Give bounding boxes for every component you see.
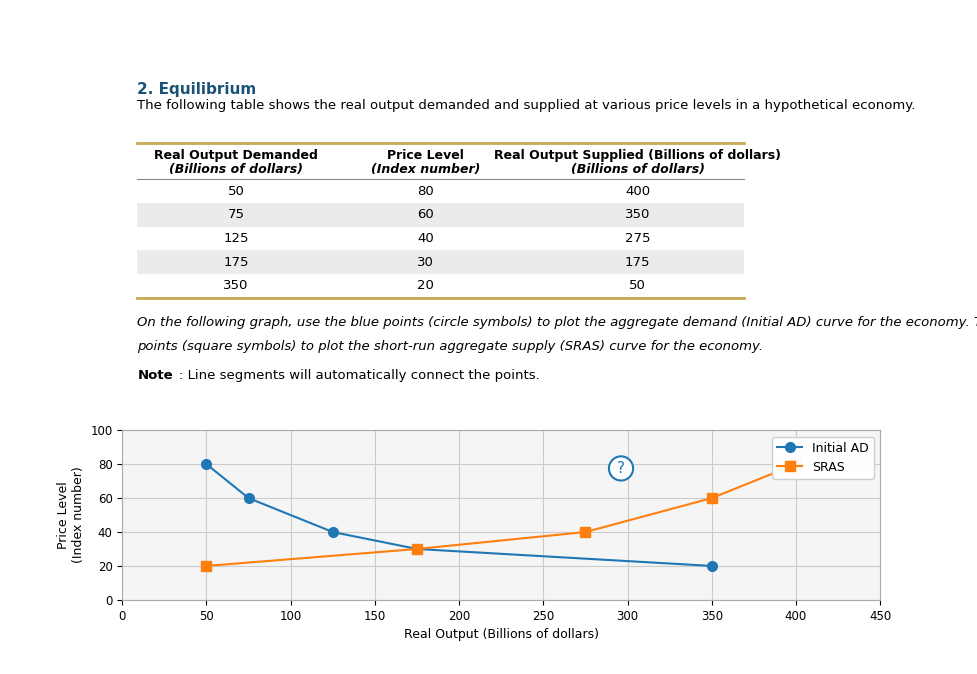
Text: 275: 275 — [624, 232, 650, 245]
Text: 2. Equilibrium: 2. Equilibrium — [137, 82, 256, 97]
Text: 50: 50 — [228, 185, 244, 197]
X-axis label: Real Output (Billions of dollars): Real Output (Billions of dollars) — [404, 628, 598, 641]
Text: 50: 50 — [628, 280, 646, 293]
Text: 60: 60 — [416, 208, 434, 222]
Text: Real Output Demanded: Real Output Demanded — [153, 149, 318, 162]
Text: ?: ? — [616, 461, 624, 476]
Text: (Billions of dollars): (Billions of dollars) — [169, 163, 303, 176]
Text: The following table shows the real output demanded and supplied at various price: The following table shows the real outpu… — [137, 99, 914, 113]
Text: 20: 20 — [416, 280, 434, 293]
Text: 80: 80 — [416, 185, 434, 197]
Text: (Billions of dollars): (Billions of dollars) — [570, 163, 704, 176]
Text: 75: 75 — [228, 208, 244, 222]
Text: 350: 350 — [624, 208, 650, 222]
Bar — [137, 251, 743, 274]
Text: 125: 125 — [223, 232, 248, 245]
Text: (Index number): (Index number) — [370, 163, 480, 176]
Text: Price Level: Price Level — [387, 149, 463, 162]
Text: Note: Note — [137, 369, 173, 381]
Text: 350: 350 — [223, 280, 248, 293]
Bar — [137, 203, 743, 226]
Text: 30: 30 — [416, 255, 434, 269]
Text: 40: 40 — [416, 232, 434, 245]
Text: On the following graph, use the blue points (circle symbols) to plot the aggrega: On the following graph, use the blue poi… — [137, 316, 977, 329]
Legend: Initial AD, SRAS: Initial AD, SRAS — [772, 437, 873, 479]
Text: Real Output Supplied (Billions of dollars): Real Output Supplied (Billions of dollar… — [493, 149, 781, 162]
Text: 175: 175 — [624, 255, 650, 269]
Text: points (square symbols) to plot the short-run aggregate supply (SRAS) curve for : points (square symbols) to plot the shor… — [137, 340, 763, 353]
Text: 400: 400 — [624, 185, 650, 197]
Text: 175: 175 — [223, 255, 248, 269]
Text: : Line segments will automatically connect the points.: : Line segments will automatically conne… — [179, 369, 539, 381]
Y-axis label: Price Level
(Index number): Price Level (Index number) — [57, 466, 85, 563]
